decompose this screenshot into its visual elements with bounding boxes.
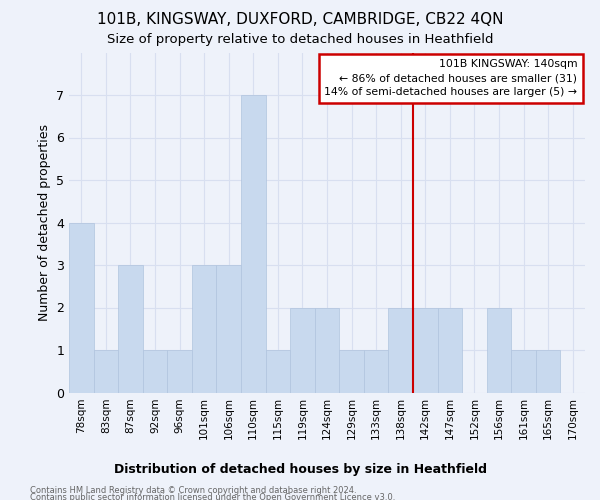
Bar <box>437 308 462 392</box>
Bar <box>217 265 241 392</box>
Bar <box>69 222 94 392</box>
Bar <box>364 350 388 393</box>
Bar <box>339 350 364 393</box>
Bar <box>167 350 192 393</box>
Bar <box>315 308 339 392</box>
Bar <box>192 265 217 392</box>
Text: 101B, KINGSWAY, DUXFORD, CAMBRIDGE, CB22 4QN: 101B, KINGSWAY, DUXFORD, CAMBRIDGE, CB22… <box>97 12 503 28</box>
Bar <box>266 350 290 393</box>
Text: Contains HM Land Registry data © Crown copyright and database right 2024.: Contains HM Land Registry data © Crown c… <box>30 486 356 495</box>
Bar <box>511 350 536 393</box>
Y-axis label: Number of detached properties: Number of detached properties <box>38 124 50 321</box>
Text: Distribution of detached houses by size in Heathfield: Distribution of detached houses by size … <box>113 462 487 475</box>
Text: Size of property relative to detached houses in Heathfield: Size of property relative to detached ho… <box>107 32 493 46</box>
Bar <box>388 308 413 392</box>
Bar <box>536 350 560 393</box>
Bar <box>118 265 143 392</box>
Bar <box>143 350 167 393</box>
Text: Contains public sector information licensed under the Open Government Licence v3: Contains public sector information licen… <box>30 493 395 500</box>
Bar <box>94 350 118 393</box>
Bar <box>487 308 511 392</box>
Text: 101B KINGSWAY: 140sqm
← 86% of detached houses are smaller (31)
14% of semi-deta: 101B KINGSWAY: 140sqm ← 86% of detached … <box>324 60 577 98</box>
Bar <box>290 308 315 392</box>
Bar <box>241 95 266 392</box>
Bar <box>413 308 437 392</box>
